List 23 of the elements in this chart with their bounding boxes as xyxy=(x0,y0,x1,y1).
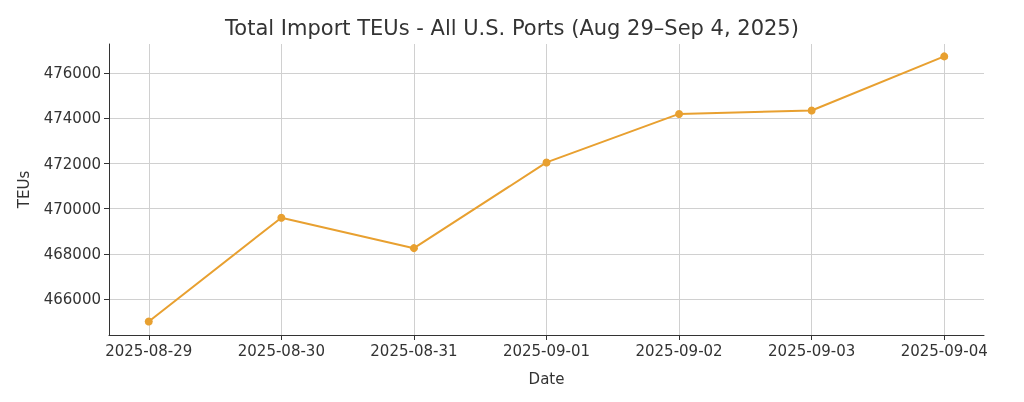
y-tick-label: 476000 xyxy=(43,64,101,83)
y-axis-title: TEUs xyxy=(14,170,33,210)
x-tick-label: 2025-08-31 xyxy=(370,341,458,360)
x-axis-title: Date xyxy=(528,369,565,388)
y-tick-label: 474000 xyxy=(43,109,101,128)
point xyxy=(940,52,949,61)
x-tick-label: 2025-09-03 xyxy=(768,341,856,360)
y-tick-label: 470000 xyxy=(43,199,101,218)
y-tick-label: 466000 xyxy=(43,289,101,308)
point xyxy=(409,244,418,253)
y-tick-label: 468000 xyxy=(43,244,101,263)
x-tick-label: 2025-09-01 xyxy=(502,341,591,360)
point xyxy=(144,317,153,326)
point xyxy=(807,106,816,115)
y-tick-label: 472000 xyxy=(43,154,101,173)
x-tick-label: 2025-08-30 xyxy=(237,341,325,360)
x-tick-label: 2025-09-04 xyxy=(900,341,988,360)
chart-title: Total Import TEUs - All U.S. Ports (Aug 29–Sep 4, 2025) xyxy=(224,15,799,40)
point xyxy=(542,158,551,167)
x-tick-label: 2025-09-02 xyxy=(635,341,723,360)
point xyxy=(675,109,684,118)
point xyxy=(277,213,286,222)
x-tick-label: 2025-08-29 xyxy=(105,341,193,360)
